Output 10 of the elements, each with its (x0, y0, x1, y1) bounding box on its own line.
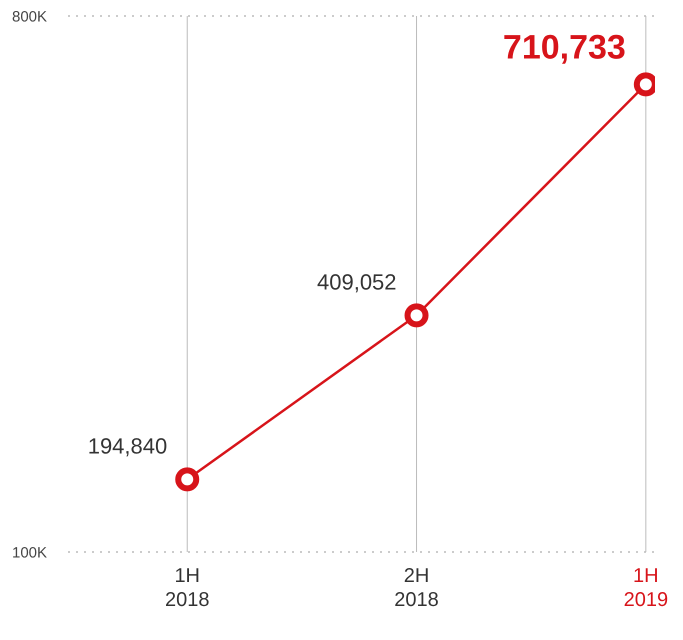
y-tick-label: 100K (12, 544, 48, 562)
x-tick-label: 2H 2018 (394, 565, 439, 611)
point (404, 303, 429, 328)
point (175, 467, 200, 492)
x-tick-label: 1H 2019 (624, 565, 668, 611)
text: 710,733 (502, 28, 626, 66)
text: 194,840 (88, 433, 168, 458)
x-tick-label: 1H 2018 (164, 565, 210, 611)
y-tick-label: 800K (12, 8, 48, 26)
text: 409,052 (317, 269, 397, 294)
